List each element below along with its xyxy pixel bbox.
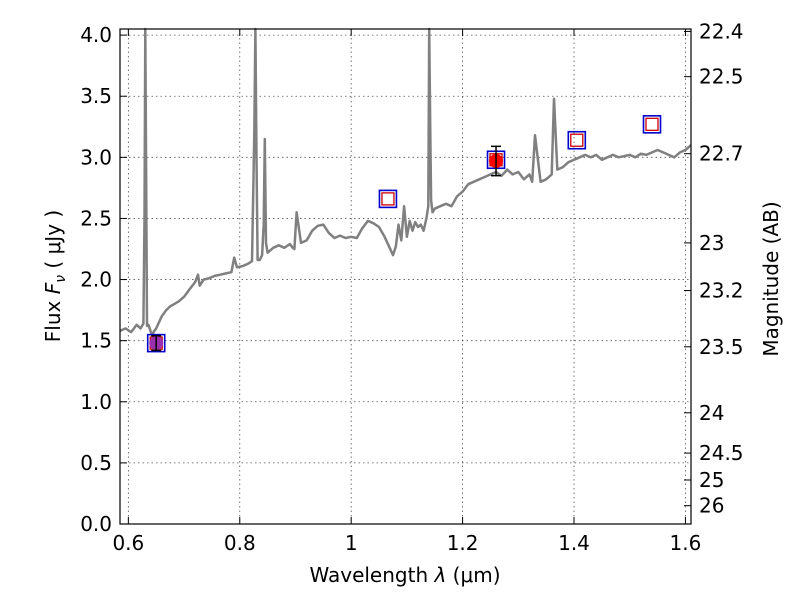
right-tick-label: 26 xyxy=(699,494,724,518)
axis-ticks: 0.6 0.8 1 1.2 1.4 1.6 0.0 0.5 1.0 1.5 2.0 2.5 3.0 3.5… xyxy=(80,19,743,555)
plot-background xyxy=(120,29,691,524)
right-tick-label: 25 xyxy=(699,468,724,492)
x-tick-label: 1.6 xyxy=(670,531,702,555)
spectrum-series xyxy=(119,27,692,336)
model-box-outer xyxy=(146,333,166,353)
right-tick-label: 23.2 xyxy=(699,279,744,303)
right-tick-label: 22.5 xyxy=(699,65,744,89)
model-box-outer xyxy=(378,189,398,209)
observed-photometry xyxy=(149,145,504,352)
y-tick-label: 0.0 xyxy=(80,512,112,536)
y-tick-label: 0.5 xyxy=(80,451,112,475)
model-box-inner xyxy=(570,133,584,147)
spectrum-line xyxy=(119,27,692,336)
y-tick-label: 4.0 xyxy=(80,23,112,47)
x-tick-label: 0.6 xyxy=(112,531,144,555)
x-tick-label: 1.2 xyxy=(447,531,479,555)
x-axis-title: Wavelength λ (μm) xyxy=(309,563,500,587)
y-tick-label: 3.5 xyxy=(80,84,112,108)
y-tick-label: 2.5 xyxy=(80,206,112,230)
model-box-inner xyxy=(381,192,395,206)
model-box-outer xyxy=(567,130,587,150)
x-tick-label: 1 xyxy=(345,531,358,555)
y-axis-title: Flux Fν ( μJy ) xyxy=(41,210,69,342)
right-tick-label: 22.4 xyxy=(699,19,744,43)
right-tick-label: 23 xyxy=(699,231,724,255)
y-tick-label: 3.0 xyxy=(80,145,112,169)
y-tick-label: 2.0 xyxy=(80,268,112,292)
x-tick-label: 0.8 xyxy=(224,531,256,555)
y-tick-label: 1.5 xyxy=(80,329,112,353)
model-box-inner xyxy=(645,117,659,131)
right-axis-title: Magnitude (AB) xyxy=(759,201,783,356)
right-tick-label: 24 xyxy=(699,401,724,425)
model-box-outer xyxy=(642,115,662,134)
right-tick-label: 24.5 xyxy=(699,441,744,465)
right-tick-label: 23.5 xyxy=(699,335,744,359)
y-tick-label: 1.0 xyxy=(80,390,112,414)
x-tick-label: 1.4 xyxy=(558,531,590,555)
right-tick-label: 22.7 xyxy=(699,142,744,166)
plot-frame xyxy=(119,28,692,525)
